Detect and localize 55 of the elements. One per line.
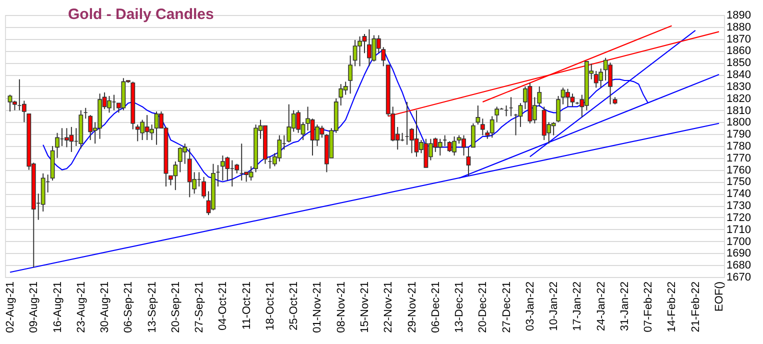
y-tick-label: 1730 [726, 200, 751, 212]
x-tick-label: 17-Jan-22 [572, 282, 584, 332]
x-tick-label: 13-Dec-21 [454, 282, 466, 333]
x-tick-label: 08-Nov-21 [335, 282, 348, 333]
x-tick-label: 13-Sep-21 [146, 282, 158, 333]
y-tick-label: 1750 [726, 176, 751, 188]
x-tick-label: 21-Feb-22 [690, 282, 702, 332]
x-tick-label: 02-Aug-21 [4, 282, 16, 333]
x-tick-label: 27-Dec-21 [500, 282, 513, 333]
y-tick-label: 1760 [726, 164, 751, 176]
y-tick-label: 1770 [726, 152, 751, 164]
x-tick-label: 24-Jan-22 [595, 282, 608, 332]
y-tick-label: 1790 [726, 128, 751, 141]
x-tick-label: 31-Jan-22 [618, 282, 631, 332]
x-tick-label: 18-Oct-21 [264, 282, 276, 330]
y-tick-label: 1680 [726, 260, 751, 272]
x-tick-label: 15-Nov-21 [359, 282, 371, 333]
x-tick-label: 16-Aug-21 [52, 282, 64, 333]
y-tick-label: 1830 [726, 80, 751, 93]
y-tick-label: 1780 [726, 140, 751, 152]
y-tick-label: 1870 [726, 33, 751, 46]
x-tick-label: 07-Feb-22 [642, 282, 655, 332]
y-tick-label: 1690 [726, 248, 751, 260]
y-tick-label: 1720 [726, 212, 751, 224]
y-tick-label: 1860 [726, 45, 751, 58]
y-tick-label: 1880 [726, 21, 751, 34]
x-tick-label: 09-Aug-21 [28, 282, 40, 333]
x-tick-label: 06-Sep-21 [122, 282, 135, 333]
chart-title: Gold - Daily Candles [68, 6, 214, 23]
x-tick-label: 03-Jan-22 [524, 282, 536, 332]
y-tick-label: 1820 [726, 92, 751, 105]
x-tick-label: 06-Dec-21 [430, 282, 442, 333]
x-tick-label: 27-Sep-21 [194, 282, 206, 333]
x-tick-label: 04-Oct-21 [217, 282, 230, 330]
y-tick-label: 1800 [726, 116, 751, 129]
x-tick-label: 23-Aug-21 [75, 282, 88, 333]
y-tick-label: 1840 [726, 69, 751, 82]
y-tick-label: 1850 [726, 57, 751, 70]
y-tick-label: 1810 [726, 104, 751, 117]
x-tick-label: 29-Nov-21 [406, 282, 418, 333]
y-tick-label: 1890 [726, 10, 751, 22]
x-tick-label: 10-Jan-22 [548, 282, 560, 332]
x-tick-label: 11-Oct-21 [240, 282, 253, 330]
y-tick-label: 1670 [726, 272, 751, 284]
x-tick-label: 14-Feb-22 [666, 282, 678, 332]
y-tick-label: 1710 [726, 224, 751, 236]
x-tick-label: 30-Aug-21 [99, 282, 112, 333]
x-tick-label: 20-Sep-21 [170, 282, 182, 333]
y-tick-label: 1700 [726, 236, 751, 248]
y-tick-label: 1740 [726, 188, 751, 200]
x-tick-label: 22-Nov-21 [382, 282, 395, 333]
x-tick-label: 01-Nov-21 [312, 282, 324, 333]
x-tick-label: 25-Oct-21 [288, 282, 300, 330]
x-tick-label: 20-Dec-21 [477, 282, 490, 333]
x-tick-label: EOF() [714, 282, 726, 312]
